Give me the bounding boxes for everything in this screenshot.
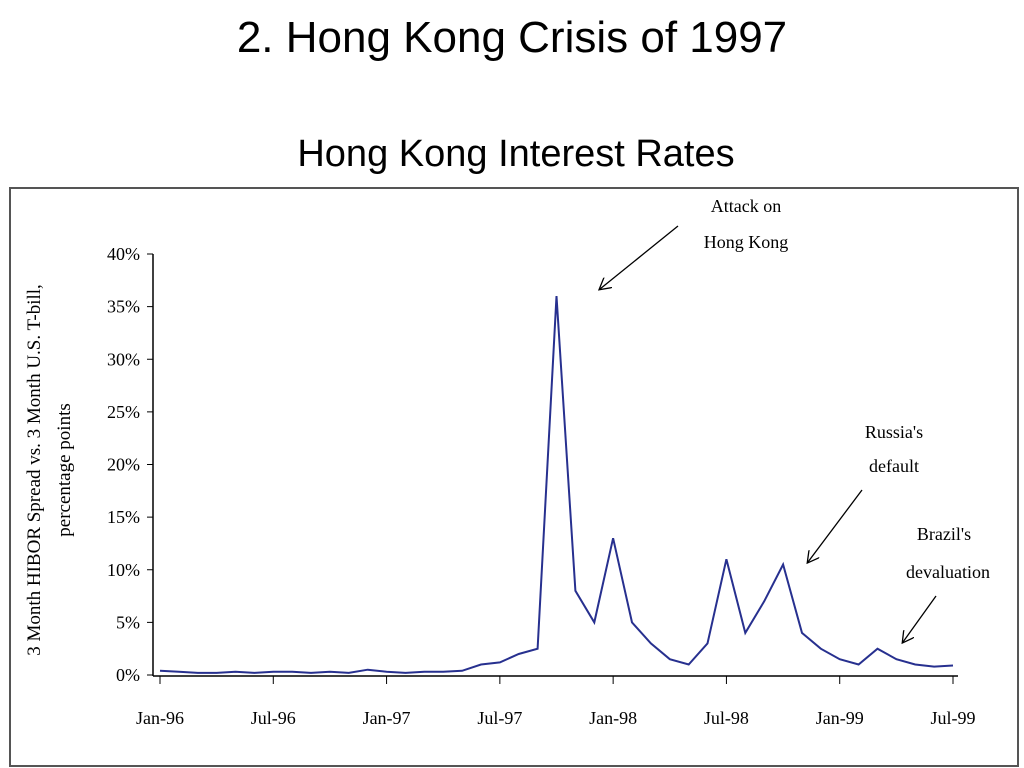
x-tick-label: Jul-96: [251, 708, 296, 728]
x-tick-label: Jan-99: [816, 708, 864, 728]
y-tick-label: 20%: [107, 455, 140, 475]
chart-frame: [9, 187, 1019, 767]
y-axis-label-line: percentage points: [54, 403, 75, 536]
annotation: Hong Kong: [704, 232, 789, 252]
chart-title: Hong Kong Interest Rates: [297, 133, 734, 175]
data-line: [159, 296, 954, 674]
annotations: Attack on Hong Kong Russia's default Bra…: [704, 196, 990, 582]
y-axis-label-line: 3 Month HIBOR Spread vs. 3 Month U.S. T-…: [24, 284, 45, 656]
y-axis-label: 3 Month HIBOR Spread vs. 3 Month U.S. T-…: [24, 284, 75, 656]
y-tick-label: 40%: [107, 244, 140, 264]
y-tick-label: 10%: [107, 560, 140, 580]
arrow: [903, 595, 937, 642]
x-tick-label: Jan-97: [363, 708, 411, 728]
annotation: Brazil's: [917, 524, 971, 544]
slide-title: 2. Hong Kong Crisis of 1997: [237, 13, 787, 62]
y-tick-label: 35%: [107, 297, 140, 317]
x-tick-label: Jan-96: [136, 708, 184, 728]
y-tick-label: 0%: [116, 665, 140, 685]
x-tick-label: Jul-99: [931, 708, 976, 728]
arrow: [808, 489, 863, 562]
x-tick-label: Jul-97: [477, 708, 522, 728]
annotation: Attack on: [711, 196, 781, 216]
y-tick-label: 5%: [116, 612, 140, 632]
annotation: default: [869, 456, 919, 476]
y-tick-label: 30%: [107, 349, 140, 369]
y-tick-label: 25%: [107, 402, 140, 422]
x-tick-label: Jan-98: [589, 708, 637, 728]
annotation: devaluation: [906, 562, 990, 582]
arrow: [600, 225, 679, 289]
y-tick-label: 15%: [107, 507, 140, 527]
annotation: Russia's: [865, 422, 923, 442]
x-tick-label: Jul-98: [704, 708, 749, 728]
